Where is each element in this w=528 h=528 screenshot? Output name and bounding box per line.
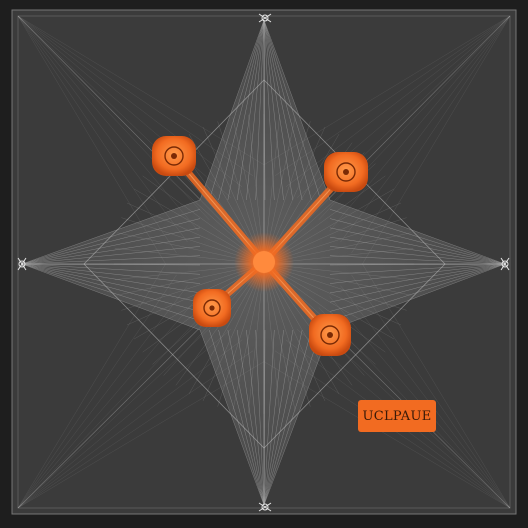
knot-icon: [258, 502, 272, 512]
orange-node-icon: [152, 136, 196, 176]
label-badge: UCLPAUE: [358, 400, 436, 432]
orange-node-icon: [324, 152, 368, 192]
knot-icon: [17, 257, 27, 271]
orange-node-icon: [193, 289, 231, 327]
knot-icon: [258, 13, 272, 23]
orange-node-icon: [309, 314, 351, 356]
knot-icon: [500, 257, 510, 271]
